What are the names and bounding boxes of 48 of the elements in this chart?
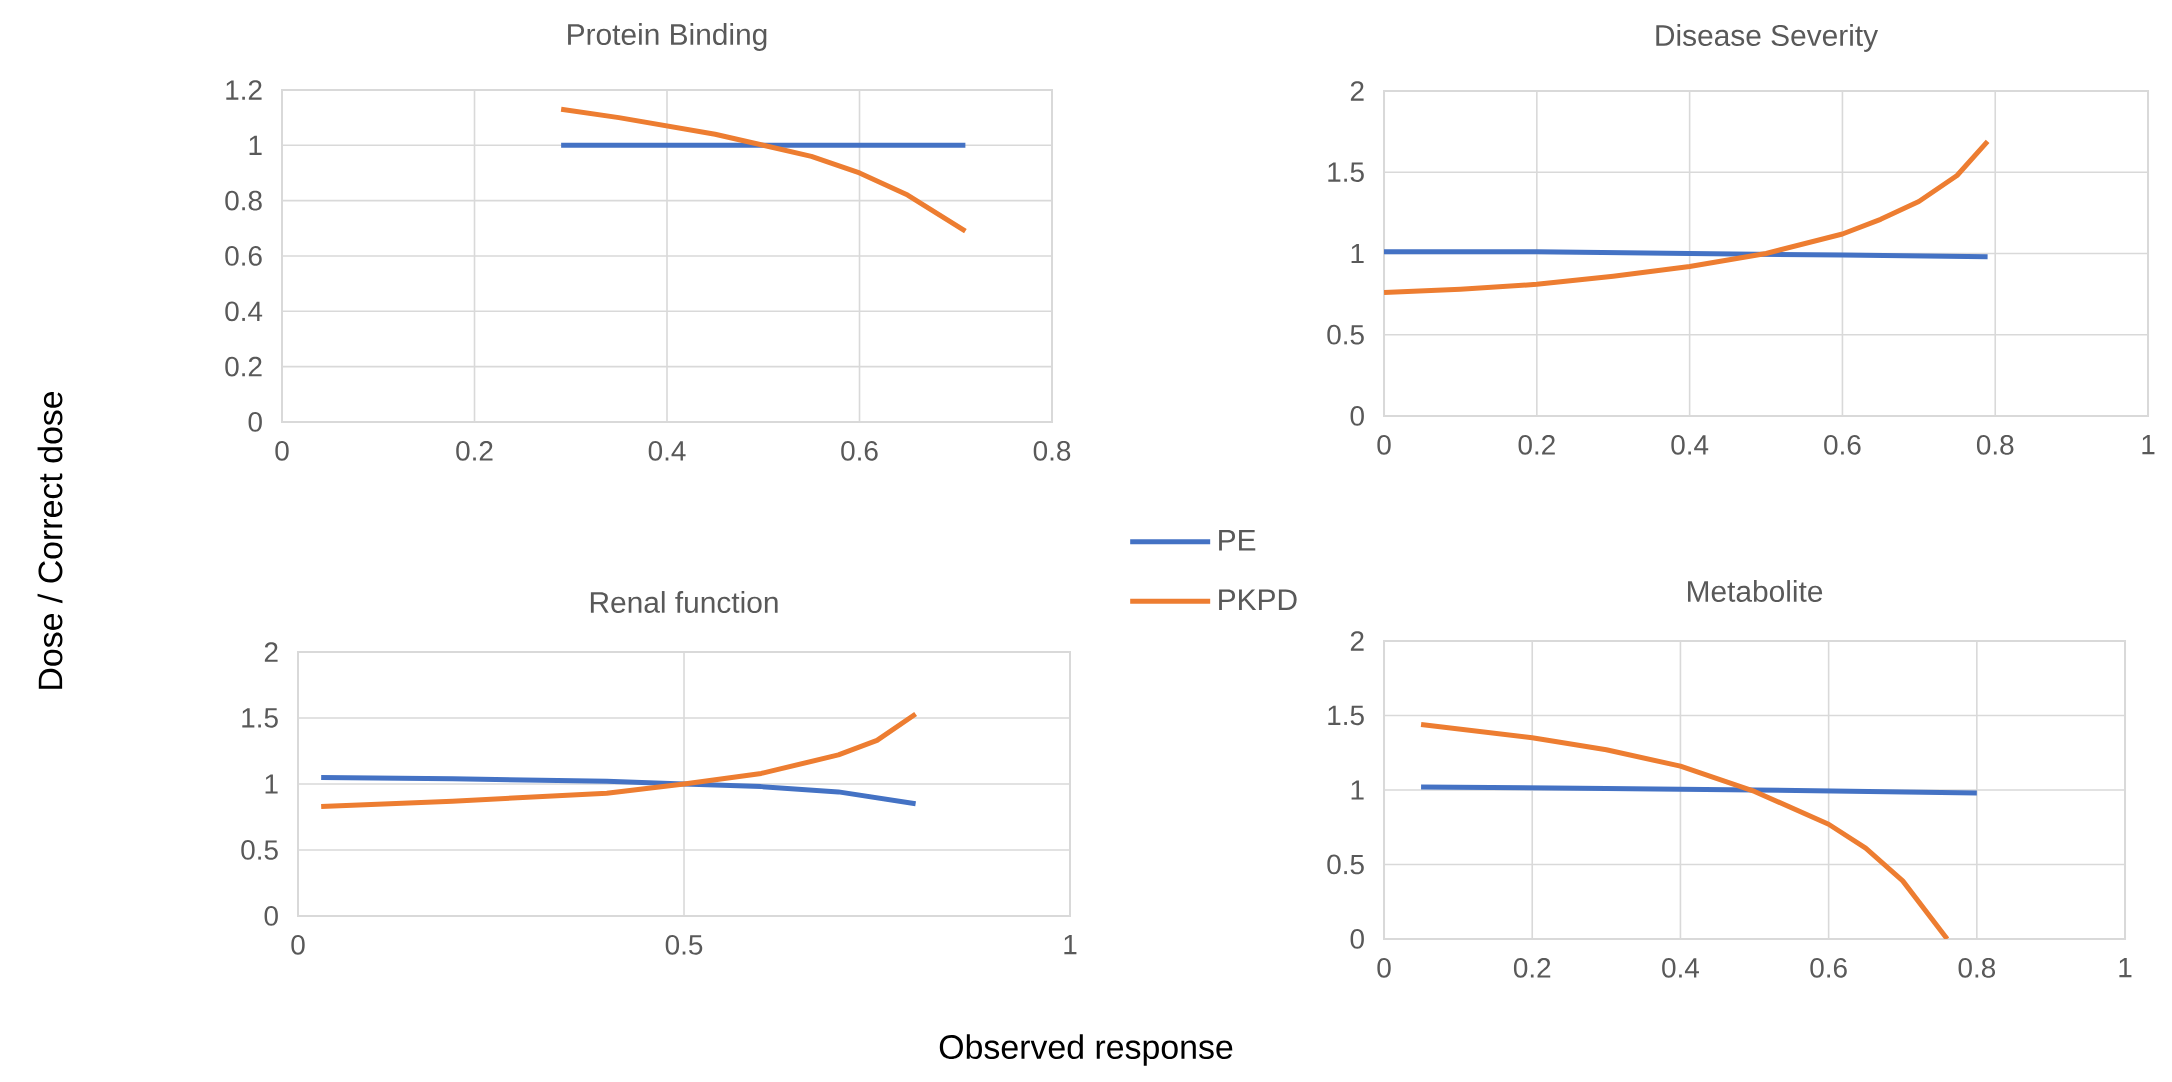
x-tick-label: 0.4 [1662, 958, 1699, 978]
y-tick-label: 1.5 [1328, 705, 1364, 726]
y-tick-label: 2 [264, 642, 278, 662]
y-tick-label: 0.5 [1327, 324, 1364, 345]
x-tick-label: 0.6 [841, 440, 878, 461]
y-tick-label: 0 [248, 412, 262, 432]
y-tick-label: 0.4 [225, 301, 263, 322]
x-tick-label: 0.2 [1513, 958, 1551, 978]
y-tick-label: 0.6 [225, 246, 262, 266]
y-axis-title: Dose / Correct dose [37, 391, 63, 689]
chart-title: Renal function [590, 591, 778, 613]
x-tick-label: 0.8 [1033, 440, 1071, 461]
y-tick-label: 2 [1350, 631, 1364, 651]
y-tick-label: 1 [1351, 780, 1364, 800]
y-tick-label: 0.2 [225, 356, 262, 377]
y-tick-label: 0 [1350, 406, 1364, 426]
chart-title: Protein Binding [568, 23, 767, 51]
x-axis-title: Observed response [939, 1034, 1233, 1066]
y-tick-label: 0.5 [241, 840, 278, 860]
y-tick-label: 0.8 [225, 190, 262, 211]
y-tick-label: 1 [249, 135, 262, 155]
legend-label: PKPD [1219, 589, 1297, 611]
x-tick-label: 0.5 [665, 935, 703, 955]
y-tick-label: 1.2 [226, 80, 262, 100]
chart-title: Disease Severity [1656, 24, 1879, 52]
legend-label: PE [1219, 529, 1256, 551]
x-tick-label: 0.2 [1518, 434, 1555, 455]
x-tick-label: 0 [1377, 434, 1391, 455]
y-tick-label: 1.5 [1328, 162, 1364, 182]
x-tick-label: 0.8 [1958, 958, 1996, 978]
y-tick-label: 1.5 [242, 708, 278, 728]
x-tick-label: 1 [2142, 435, 2155, 455]
x-tick-label: 0 [291, 935, 305, 955]
y-tick-label: 0 [264, 906, 278, 926]
x-tick-label: 0.4 [648, 440, 686, 461]
x-tick-label: 0 [1377, 958, 1391, 978]
chart-title: Metabolite [1688, 580, 1823, 602]
x-tick-label: 1 [2119, 958, 2132, 978]
y-tick-label: 0.5 [1327, 854, 1364, 875]
x-tick-label: 0.8 [1976, 434, 2014, 455]
y-tick-label: 2 [1350, 81, 1364, 101]
x-tick-label: 0.6 [1810, 958, 1847, 978]
x-tick-label: 1 [1064, 935, 1077, 955]
x-tick-label: 0.6 [1824, 434, 1861, 455]
x-tick-label: 0.2 [456, 440, 493, 461]
y-tick-label: 1 [1351, 243, 1364, 264]
y-tick-label: 1 [265, 774, 278, 794]
x-tick-label: 0.4 [1671, 434, 1709, 455]
